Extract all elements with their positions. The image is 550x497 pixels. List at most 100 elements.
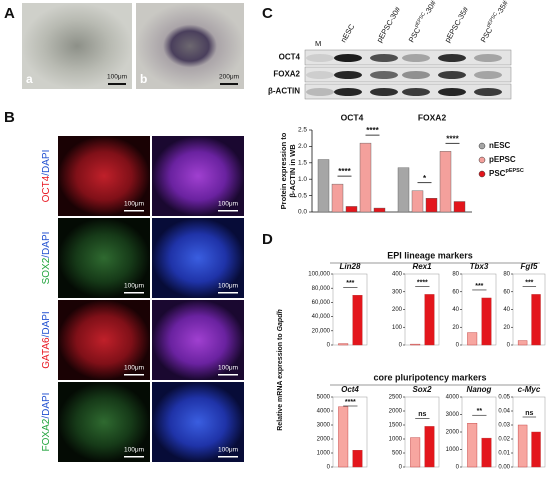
bar bbox=[359, 142, 372, 213]
y-axis-label: Relative mRNA expression to Gapdh bbox=[277, 309, 284, 431]
legend-label: PSCpEPSC bbox=[489, 168, 524, 178]
lane-label: M bbox=[315, 39, 321, 48]
y-tick-label: 2500 bbox=[389, 395, 403, 401]
panel-label: C bbox=[262, 5, 273, 22]
y-tick-label: 60 bbox=[452, 289, 459, 295]
bar bbox=[338, 406, 349, 468]
legend-label: nESC bbox=[489, 141, 511, 150]
y-tick-label: 300 bbox=[392, 289, 403, 295]
bar bbox=[331, 183, 344, 213]
bar bbox=[481, 297, 492, 346]
blot-band bbox=[306, 71, 334, 79]
chart-title: Sox2 bbox=[412, 385, 432, 394]
scale-bar bbox=[218, 456, 238, 458]
lane-label: PSCpEPSC-30# bbox=[406, 0, 438, 44]
blot-band bbox=[370, 71, 398, 79]
marker-name: FOXA2 bbox=[41, 418, 52, 451]
bar bbox=[439, 151, 452, 213]
blot-band bbox=[438, 88, 466, 96]
scale-label: 100μm bbox=[218, 365, 238, 372]
marker-name: GATA6 bbox=[41, 337, 52, 369]
y-tick-label: 0 bbox=[399, 343, 403, 349]
legend-marker bbox=[478, 142, 486, 150]
stain-label: GATA6/DAPI bbox=[41, 311, 52, 368]
blot-band bbox=[402, 71, 430, 79]
scale-bar bbox=[124, 456, 144, 458]
y-tick-label: 0.04 bbox=[498, 409, 510, 415]
y-tick-label: 2.0 bbox=[298, 143, 307, 150]
scale-bar bbox=[108, 83, 126, 85]
bar bbox=[397, 167, 410, 213]
y-tick-label: 20 bbox=[452, 325, 459, 331]
scale-bar bbox=[218, 292, 238, 294]
legend-sup: pEPSC bbox=[505, 168, 523, 174]
y-tick-label: 0.5 bbox=[298, 192, 307, 199]
bar bbox=[411, 190, 424, 213]
blot-band bbox=[334, 71, 362, 79]
bar bbox=[345, 206, 358, 213]
significance: ns bbox=[525, 410, 533, 417]
significance: **** bbox=[338, 167, 351, 176]
bar bbox=[352, 295, 363, 346]
y-tick-label: 0.03 bbox=[498, 423, 510, 429]
y-tick-label: 5000 bbox=[317, 395, 331, 401]
y-tick-label: 200 bbox=[392, 307, 403, 313]
fluorescence-image bbox=[152, 136, 244, 216]
blot-band bbox=[306, 54, 334, 62]
y-tick-label: 4000 bbox=[317, 409, 331, 415]
fluorescence-image bbox=[152, 382, 244, 462]
bar bbox=[517, 340, 528, 346]
y-tick-label: 0 bbox=[399, 465, 403, 471]
chart-title: Rex1 bbox=[412, 262, 432, 271]
y-tick-label: 40,000 bbox=[312, 314, 331, 320]
image-letter: b bbox=[140, 72, 147, 86]
y-tick-label: 80 bbox=[452, 272, 459, 278]
y-tick-label: 100,000 bbox=[308, 272, 330, 278]
significance: **** bbox=[417, 279, 428, 286]
y-tick-label: 0.0 bbox=[298, 209, 307, 216]
y-tick-label: 60 bbox=[503, 289, 510, 295]
chart-title: Fgf5 bbox=[521, 262, 538, 271]
chart-title: Oct4 bbox=[341, 385, 359, 394]
micrograph bbox=[136, 3, 244, 89]
y-tick-label: 2000 bbox=[389, 409, 403, 415]
y-tick-label: 0 bbox=[507, 343, 511, 349]
y-tick-label: 20 bbox=[503, 325, 510, 331]
label-italic: Gapdh bbox=[277, 309, 284, 331]
blot-band bbox=[438, 54, 466, 62]
y-tick-label: 0 bbox=[327, 465, 331, 471]
fluorescence-image bbox=[58, 136, 150, 216]
significance: *** bbox=[346, 280, 354, 287]
significance: **** bbox=[345, 399, 356, 406]
bar bbox=[410, 343, 421, 346]
blot-row-label: β-ACTIN bbox=[268, 87, 300, 96]
scale-bar bbox=[218, 374, 238, 376]
bar bbox=[373, 207, 386, 213]
blot-band bbox=[474, 54, 502, 62]
chart-title: Lin28 bbox=[340, 262, 361, 271]
fluorescence-image bbox=[58, 218, 150, 298]
y-tick-label: 0 bbox=[327, 343, 331, 349]
scale-label: 100μm bbox=[124, 283, 144, 290]
scale-label: 100μm bbox=[124, 447, 144, 454]
micrograph bbox=[22, 3, 132, 89]
lane-name: pEPSC-35# bbox=[443, 4, 471, 44]
y-tick-label: 2.5 bbox=[298, 127, 307, 134]
chart-title: Tbx3 bbox=[470, 262, 489, 271]
counterstain: /DAPI bbox=[41, 393, 52, 419]
bar bbox=[467, 332, 478, 346]
bar bbox=[338, 343, 349, 346]
bar bbox=[424, 294, 435, 346]
blot-band bbox=[474, 71, 502, 79]
y-tick-label: 1.0 bbox=[298, 176, 307, 183]
stain-label: SOX2/DAPI bbox=[41, 232, 52, 285]
significance: **** bbox=[366, 126, 379, 135]
bar bbox=[425, 198, 438, 213]
blot-band bbox=[370, 54, 398, 62]
chart-title: Nanog bbox=[467, 385, 492, 394]
y-tick-label: 80 bbox=[503, 272, 510, 278]
fluorescence-image bbox=[58, 300, 150, 380]
y-tick-label: 2000 bbox=[317, 437, 331, 443]
lane-label: nESC bbox=[339, 22, 357, 44]
y-tick-label: 2000 bbox=[446, 430, 460, 436]
